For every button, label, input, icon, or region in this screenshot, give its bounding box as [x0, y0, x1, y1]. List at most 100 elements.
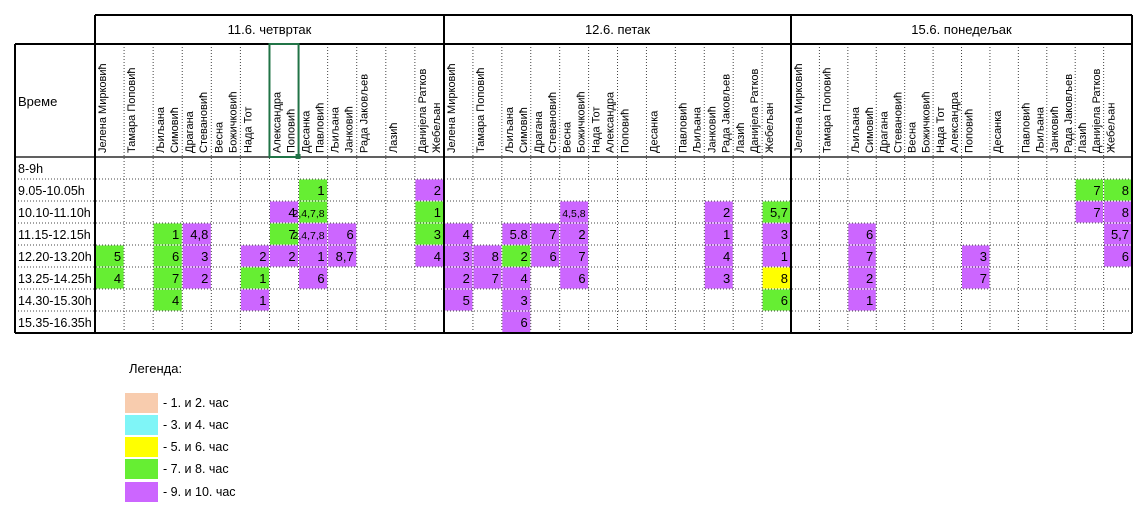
schedule-cell: [415, 201, 444, 223]
time-slot-label: 13.25-14.25h: [18, 272, 92, 286]
schedule-cell: [299, 201, 328, 223]
schedule-cell: [762, 245, 791, 267]
cell-value: 6: [781, 293, 788, 308]
cell-value: 6: [578, 271, 585, 286]
schedule-cell: [153, 267, 182, 289]
teacher-name: Лазић: [1077, 122, 1089, 153]
cell-value: 4: [172, 293, 179, 308]
cell-value: 2: [463, 271, 470, 286]
legend: Легенда: - 1. и 2. час - 3. и 4. час - 5…: [125, 355, 425, 525]
teacher-name: Стевановић: [198, 92, 210, 153]
cell-value: 7: [1093, 205, 1100, 220]
teacher-name: Стевановић: [892, 92, 904, 153]
teacher-name: Тамара Поповић: [821, 67, 833, 153]
teacher-name: Данијела Ратков: [749, 68, 761, 153]
schedule-cell: [762, 289, 791, 311]
teacher-name: Жебељан: [431, 103, 443, 153]
schedule-cell: [299, 223, 328, 245]
schedule-cell: [848, 245, 876, 267]
time-slot-label: 14.30-15.30h: [18, 294, 92, 308]
cell-value: 7: [1093, 183, 1100, 198]
schedule-cell: [962, 245, 990, 267]
legend-item-1-2: - 1. и 2. час: [125, 393, 385, 413]
time-slot-label: 11.15-12.15h: [18, 228, 91, 242]
teacher-name: Симовић: [169, 107, 181, 153]
selected-cell: [268, 43, 300, 158]
cell-value: 1: [259, 293, 266, 308]
legend-label: - 9. и 10. час: [163, 485, 236, 499]
schedule-cell: [153, 289, 182, 311]
cell-value: 6: [866, 227, 873, 242]
cell-value: 6: [172, 249, 179, 264]
teacher-name: Јанковић: [706, 106, 718, 153]
schedule-cell: [531, 223, 560, 245]
teacher-name: Јанковић: [1049, 106, 1061, 153]
cell-value: 2: [201, 271, 208, 286]
schedule-cell: [444, 267, 473, 289]
schedule-cell: [182, 245, 211, 267]
schedule-cell: [153, 245, 182, 267]
teacher-name: Стевановић: [547, 92, 559, 153]
teacher-name: Десанка: [301, 110, 313, 153]
teacher-name: Поповић: [285, 109, 297, 153]
cell-value: 5: [114, 249, 121, 264]
schedule-cell: [240, 245, 269, 267]
legend-swatch: [125, 482, 158, 502]
cell-value: 4: [463, 227, 470, 242]
cell-value: 1: [259, 271, 266, 286]
legend-item-7-8: - 7. и 8. час: [125, 459, 385, 479]
schedule-cell: [762, 267, 791, 289]
schedule-cell: [560, 267, 589, 289]
schedule-cell: [95, 267, 124, 289]
schedule-grid: 1 242,4,7,8 11 4,8 72,4,7,8 6 35 6 3 2 2 1 8,7 44 7 2 1 6…: [14, 14, 1133, 334]
schedule-cell: [1104, 201, 1132, 223]
teacher-name: Александра: [605, 91, 617, 153]
time-slot-label: 9.05-10.05h: [18, 184, 85, 198]
cell-value: 3: [781, 227, 788, 242]
schedule-table: 1 2 4 2,4,7,8 1 1 4,8 7 2,4,7,8 6 3 5 6 3 2 2 1 8,7 4 4 7 2 1 6…: [14, 14, 1133, 334]
teacher-name: Драгана: [184, 110, 196, 153]
schedule-cell: [704, 267, 733, 289]
teacher-name: Тамара Поповић: [126, 67, 138, 153]
teacher-name: Љиљана: [850, 106, 862, 153]
cell-value: 7: [288, 227, 295, 242]
schedule-cell: [704, 245, 733, 267]
schedule-cell: [269, 223, 299, 245]
cell-value: 1: [434, 205, 441, 220]
schedule-cell: [299, 245, 328, 267]
cell-value: 3: [201, 249, 208, 264]
teacher-name: Љиљана: [691, 106, 703, 153]
schedule-cell: [560, 201, 589, 223]
schedule-cell: [1104, 245, 1132, 267]
schedule-cell: [269, 245, 299, 267]
legend-swatch: [125, 393, 158, 413]
cell-value: 3: [980, 249, 987, 264]
teacher-name: Љиљана: [1034, 106, 1046, 153]
teacher-name: Нада Тот: [935, 107, 947, 153]
teacher-name: Божичковић: [921, 91, 933, 153]
teacher-name: Весна: [213, 121, 225, 153]
schedule-cell: [502, 311, 531, 333]
teacher-name: Божичковић: [576, 91, 588, 153]
cell-value: 4: [288, 205, 295, 220]
teacher-name: Лазић: [388, 122, 400, 153]
teacher-name: Поповић: [620, 109, 632, 153]
cell-value: 4,5,8: [562, 208, 586, 220]
cell-value: 6: [317, 271, 324, 286]
teacher-name: Александра: [271, 91, 283, 153]
cell-value: 8,7: [336, 249, 354, 264]
teacher-name: Јелена Мирковић: [446, 63, 458, 153]
legend-swatch: [125, 459, 158, 479]
schedule-cell: [848, 267, 876, 289]
schedule-cell: [328, 245, 357, 267]
cell-value: 7: [866, 249, 873, 264]
schedule-cell: [415, 223, 444, 245]
schedule-cell: [415, 245, 444, 267]
teacher-name: Павловић: [677, 103, 689, 153]
teacher-name: Александра: [949, 91, 961, 153]
cell-value: 8: [1122, 183, 1129, 198]
teacher-name: Жебељан: [1106, 103, 1118, 153]
teacher-name: Рада Јаковљев: [1063, 74, 1075, 153]
schedule-cell: [1075, 201, 1104, 223]
teacher-name: Лазић: [735, 122, 747, 153]
